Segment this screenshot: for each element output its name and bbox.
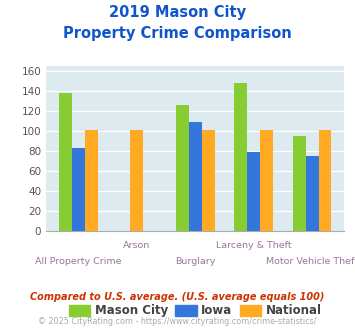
Text: Compared to U.S. average. (U.S. average equals 100): Compared to U.S. average. (U.S. average … <box>30 292 325 302</box>
Text: Larceny & Theft: Larceny & Theft <box>216 241 291 250</box>
Bar <box>85 130 98 231</box>
Bar <box>247 152 260 231</box>
Bar <box>202 130 214 231</box>
Bar <box>176 105 189 231</box>
Text: Property Crime Comparison: Property Crime Comparison <box>63 26 292 41</box>
Text: Motor Vehicle Theft: Motor Vehicle Theft <box>266 257 355 266</box>
Bar <box>260 130 273 231</box>
Text: All Property Crime: All Property Crime <box>35 257 121 266</box>
Bar <box>59 93 72 231</box>
Legend: Mason City, Iowa, National: Mason City, Iowa, National <box>64 300 326 322</box>
Bar <box>189 122 202 231</box>
Text: Burglary: Burglary <box>175 257 215 266</box>
Bar <box>130 130 143 231</box>
Bar <box>306 156 319 231</box>
Text: Arson: Arson <box>123 241 151 250</box>
Text: 2019 Mason City: 2019 Mason City <box>109 5 246 20</box>
Text: © 2025 CityRating.com - https://www.cityrating.com/crime-statistics/: © 2025 CityRating.com - https://www.city… <box>38 317 317 326</box>
Bar <box>234 83 247 231</box>
Bar <box>293 136 306 231</box>
Bar <box>72 148 85 231</box>
Bar <box>319 130 332 231</box>
